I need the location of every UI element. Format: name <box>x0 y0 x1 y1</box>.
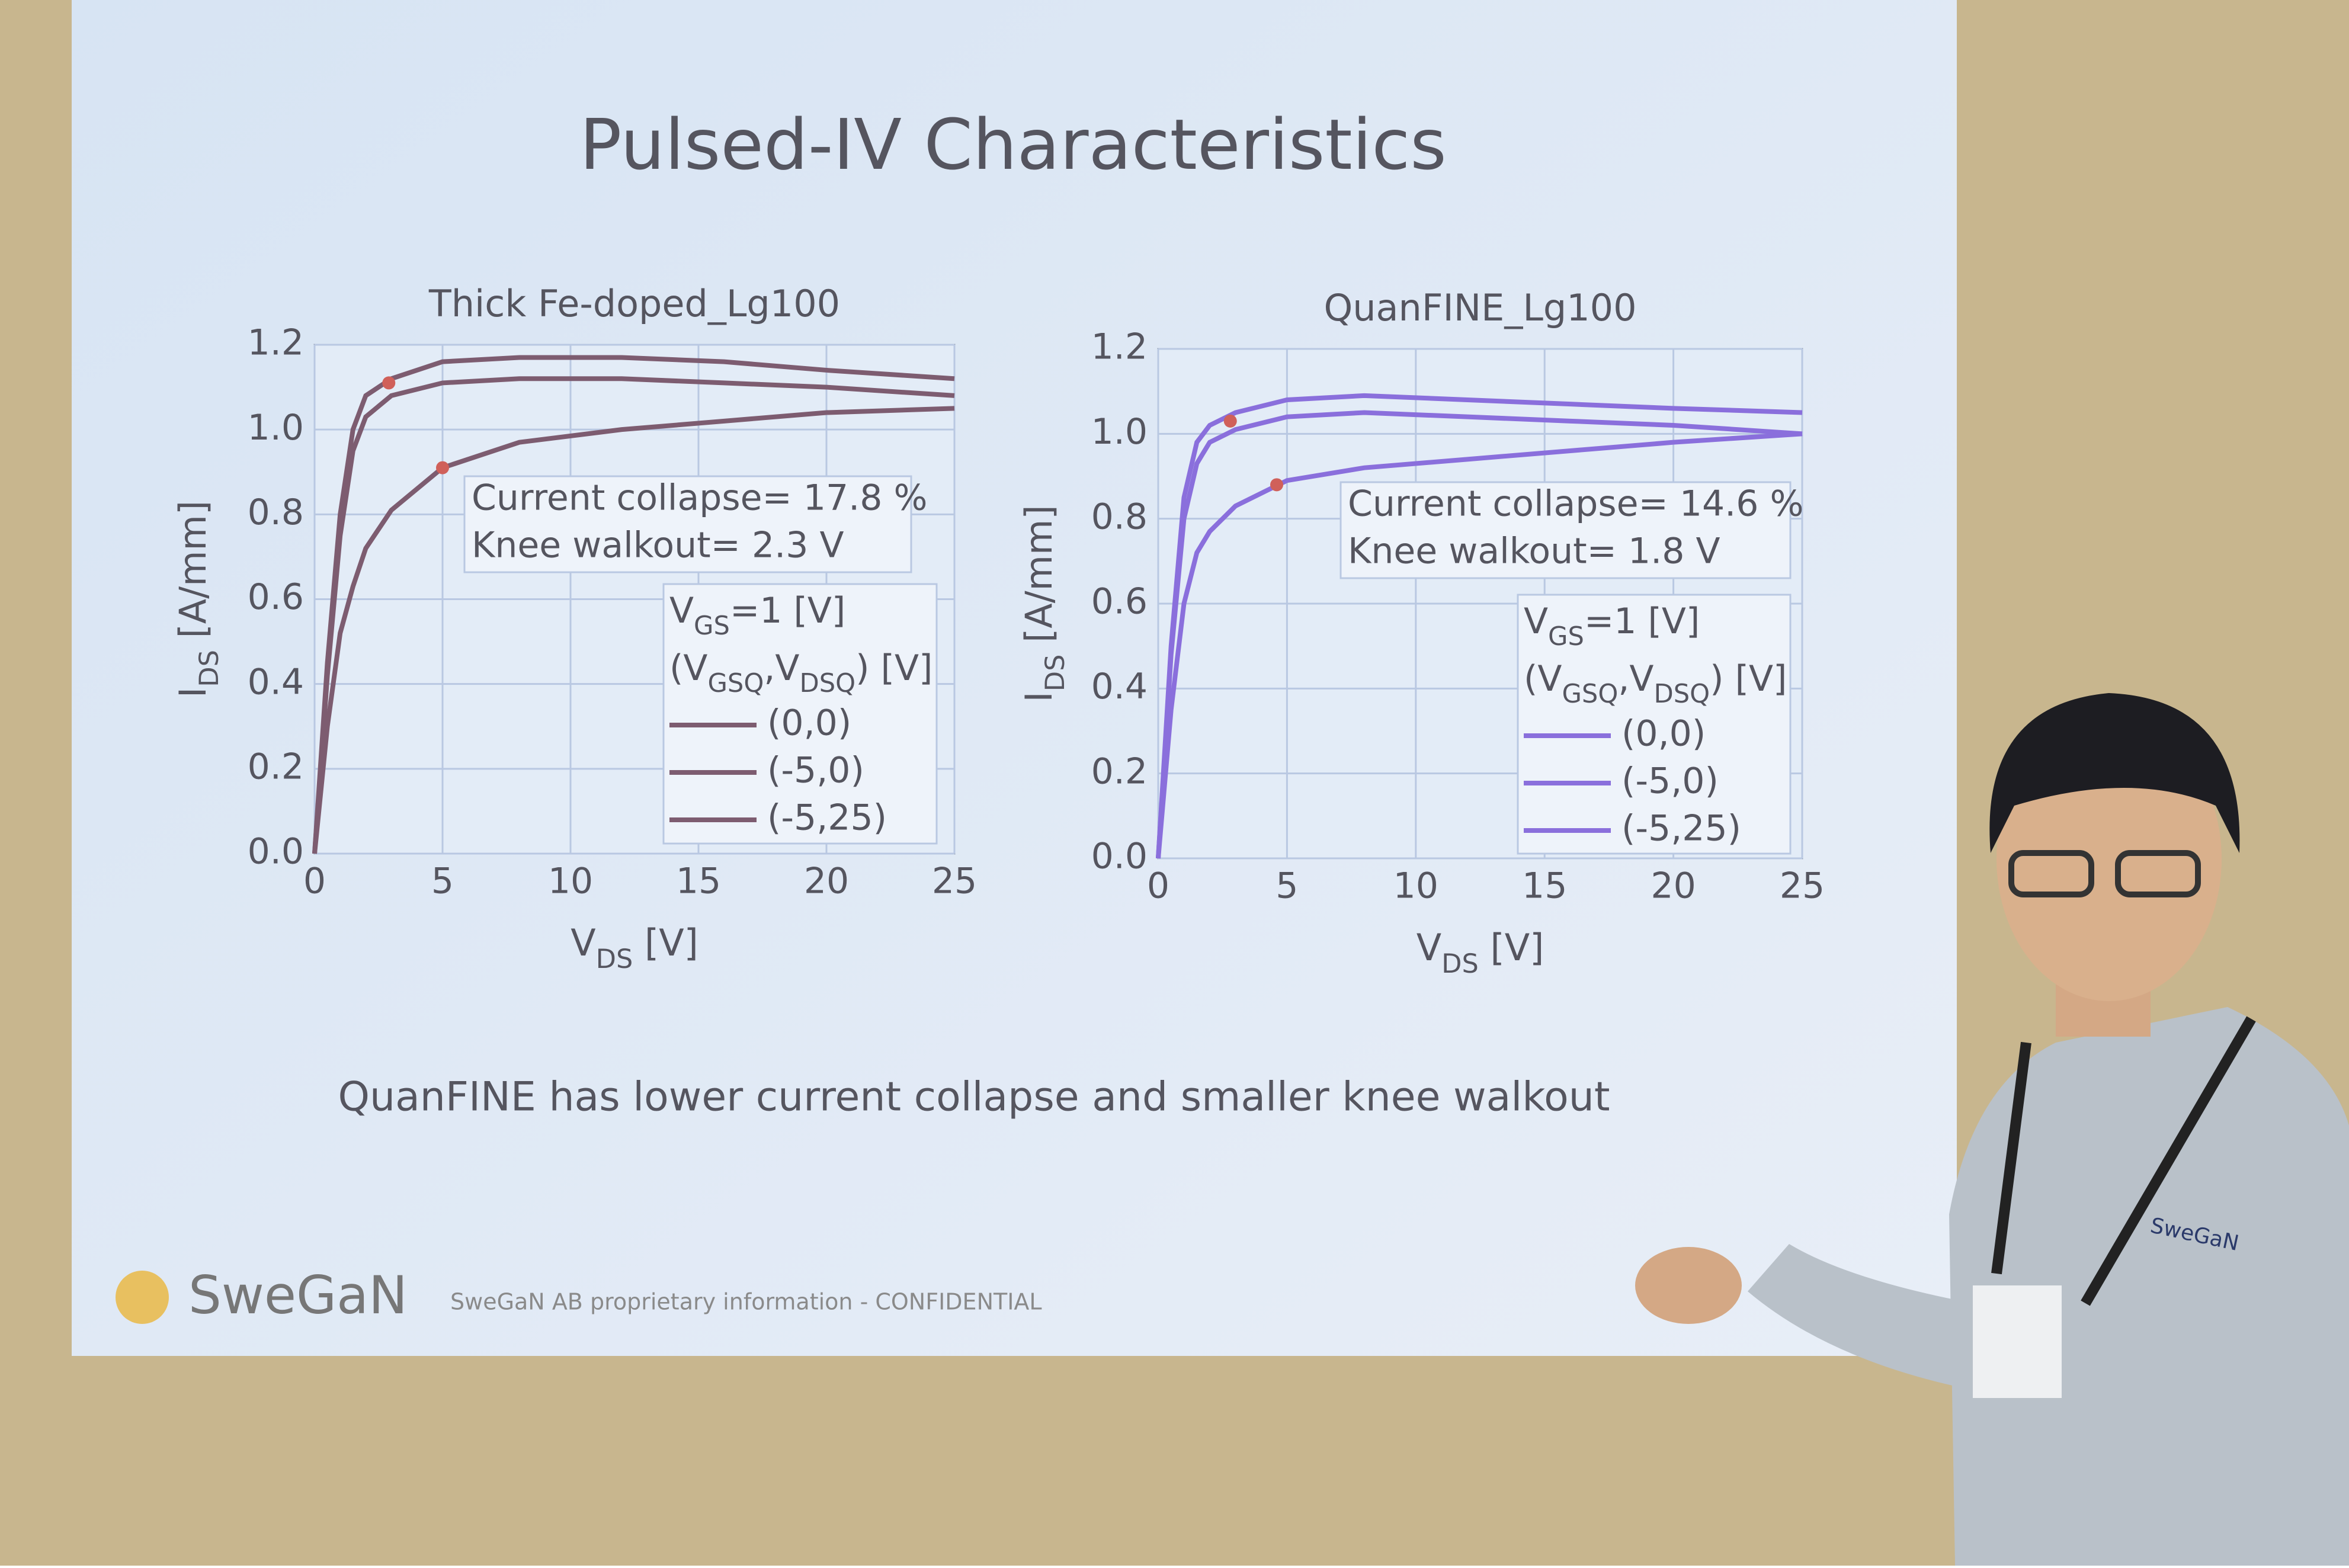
y-tick-label: 1.0 <box>1091 411 1148 453</box>
legend-title: VGS=1 [V] <box>1524 601 1700 652</box>
y-tick-label: 0.2 <box>248 746 304 787</box>
legend-subtitle-part: GSQ <box>1562 679 1618 709</box>
x-tick-label: 20 <box>1651 865 1696 907</box>
annotation: Knee walkout= 2.3 V <box>472 525 844 566</box>
annotation: Current collapse= 17.8 % <box>472 477 928 519</box>
legend-subtitle: (VGSQ,VDSQ) [V] <box>1524 658 1787 709</box>
legend-subtitle-part: ,V <box>764 647 799 689</box>
y-tick-label: 0.8 <box>1091 496 1148 537</box>
knee-marker <box>436 461 449 474</box>
y-tick-label: 0.2 <box>1091 751 1148 792</box>
caption: QuanFINE has lower current collapse and … <box>338 1074 1610 1121</box>
x-tick-label: 15 <box>1522 865 1567 907</box>
legend-label: (-5,25) <box>767 797 887 839</box>
y-axis-label-part: [A/mm] <box>1017 505 1060 654</box>
legend-subtitle-part: ,V <box>1618 658 1653 700</box>
x-tick-label: 10 <box>1393 865 1438 907</box>
x-axis-label-part: [V] <box>1479 926 1544 969</box>
legend-title-part: V <box>1524 601 1548 642</box>
legend-subtitle-part: GSQ <box>707 669 764 698</box>
legend-subtitle: (VGSQ,VDSQ) [V] <box>669 647 932 698</box>
series-line <box>312 376 955 854</box>
footer: SweGaN AB proprietary information - CONF… <box>450 1289 1042 1315</box>
y-tick-label: 0.4 <box>248 661 304 703</box>
legend-title-part: GS <box>694 611 730 641</box>
slide-title: Pulsed-IV Characteristics <box>579 104 1446 185</box>
y-tick-label: 0.4 <box>1091 666 1148 707</box>
legend-subtitle-part: (V <box>669 647 707 689</box>
y-tick-label: 1.0 <box>248 407 304 448</box>
x-tick-label: 20 <box>804 861 849 902</box>
annotation-box <box>463 475 912 573</box>
legend-subtitle-part: DSQ <box>1653 679 1710 709</box>
annotation: Knee walkout= 1.8 V <box>1348 531 1720 572</box>
legend-title-part: V <box>669 590 694 631</box>
y-tick-label: 1.2 <box>248 322 304 364</box>
x-tick-label: 25 <box>1780 865 1825 907</box>
x-axis-label-part: V <box>1417 926 1441 969</box>
legend-label: (0,0) <box>1621 713 1706 755</box>
knee-marker <box>1270 478 1284 492</box>
series-line <box>1156 410 1803 859</box>
y-tick-label: 0.6 <box>1091 581 1148 623</box>
logo-text: SweGaN <box>188 1265 408 1326</box>
legend-subtitle-part: ) [V] <box>1710 658 1787 700</box>
x-axis-label-part: DS <box>1441 948 1479 979</box>
legend-title: VGS=1 [V] <box>669 590 845 641</box>
x-axis-label-part: V <box>571 921 595 964</box>
x-axis-label-part: DS <box>596 944 633 974</box>
y-axis-label-part: DS <box>1040 655 1071 692</box>
knee-marker <box>1223 414 1237 428</box>
y-tick-label: 0.0 <box>248 831 304 873</box>
legend-label: (-5,25) <box>1621 808 1741 849</box>
annotation: Current collapse= 14.6 % <box>1348 483 1804 525</box>
x-tick-label: 10 <box>548 861 593 902</box>
series-line <box>312 406 955 854</box>
x-tick-label: 15 <box>676 861 721 902</box>
legend-subtitle-part: (V <box>1524 658 1562 700</box>
x-tick-label: 5 <box>431 861 454 902</box>
y-tick-label: 0.6 <box>248 576 304 618</box>
legend-label: (-5,0) <box>1621 761 1719 802</box>
x-tick-label: 5 <box>1276 865 1298 907</box>
legend-label: (0,0) <box>767 703 851 744</box>
y-axis-label-part: [A/mm] <box>171 501 214 650</box>
x-tick-label: 25 <box>932 861 977 902</box>
chart-title: QuanFINE_Lg100 <box>1323 286 1636 329</box>
annotation-box <box>1339 481 1792 579</box>
legend-title-part: GS <box>1548 622 1584 652</box>
x-tick-label: 0 <box>1147 865 1169 907</box>
y-axis-label: IDS [A/mm] <box>1017 505 1071 702</box>
legend-subtitle-part: DSQ <box>799 669 855 698</box>
presenter: SweGaN <box>1635 693 2349 1566</box>
y-tick-label: 0.8 <box>248 492 304 533</box>
legend-title-part: =1 [V] <box>1584 601 1700 642</box>
y-tick-label: 1.2 <box>1091 326 1148 368</box>
y-axis-label-part: I <box>171 687 214 698</box>
legend-box <box>1517 594 1792 855</box>
x-tick-label: 0 <box>303 861 326 902</box>
knee-marker <box>382 376 396 390</box>
y-tick-label: 0.0 <box>1091 836 1148 877</box>
y-axis-label-part: I <box>1017 691 1060 702</box>
legend-label: (-5,0) <box>767 750 864 791</box>
legend-box <box>662 583 938 845</box>
chart-title: Thick Fe-doped_Lg100 <box>428 282 840 325</box>
x-axis-label-part: [V] <box>633 921 698 964</box>
y-axis-label-part: DS <box>194 650 225 687</box>
y-axis-label: IDS [A/mm] <box>171 501 225 698</box>
x-axis-label: VDS [V] <box>1417 926 1544 979</box>
series-line <box>1156 431 1803 859</box>
x-axis-label: VDS [V] <box>571 921 698 974</box>
legend-subtitle-part: ) [V] <box>855 647 932 689</box>
legend-title-part: =1 [V] <box>730 590 845 631</box>
logo-mark <box>116 1271 169 1324</box>
